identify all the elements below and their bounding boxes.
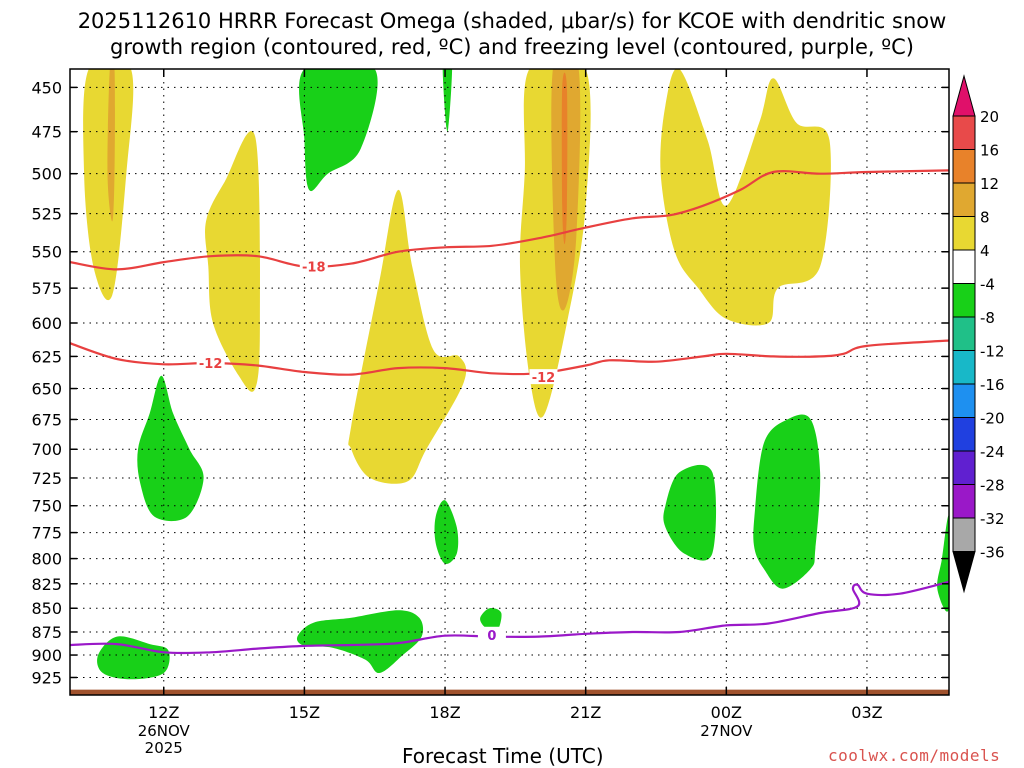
contour-labels: -18 -12 -12 0 [196,258,558,644]
contour-label-bg-dgz-upper-0 [299,258,328,274]
colorbar-label--32: -32 [980,510,1005,528]
omega-region-green-6 [753,414,821,589]
y-tick-label-850: 850 [31,599,62,618]
y-tick-label-725: 725 [31,469,62,488]
colorbar-band-12-to-16 [952,149,976,184]
colorbar-label-16: 16 [980,142,999,160]
omega-shaded-regions [83,69,949,680]
y-tick-label-500: 500 [31,165,62,184]
x-axis-title: Forecast Time (UTC) [402,744,604,768]
omega-region-green-1 [299,69,378,192]
contour-label-dgz-lower-1: -12 [532,371,556,386]
colorbar-label-20: 20 [980,108,999,126]
colorbar-band--20-to--16 [952,383,976,418]
y-tick-label-600: 600 [31,314,62,333]
colorbar-label-8: 8 [980,209,990,227]
y-tick-label-450: 450 [31,78,62,97]
colorbar-label--12: -12 [980,343,1005,361]
omega-region-green-7 [937,515,949,612]
colorbar-band--28-to--24 [952,450,976,485]
colorbar-band--32-to--28 [952,484,976,519]
omega-region-yellow-5 [660,69,831,326]
y-axis: 450 475 500 525 550 575 600 625 650 675 700 725 750 7… [31,78,949,687]
contour-label-bg-dgz-lower-0 [196,354,225,370]
colorbar-label-12: 12 [980,175,999,193]
omega-region-green-8 [97,636,170,680]
omega-region-red-4 [561,72,568,245]
colorbar: 20 16 12 8 4 -4 -8 -12 -16 -20 -24 -28 -32 -36 [952,74,1005,594]
omega-region-green-10 [480,608,502,633]
y-tick-label-525: 525 [31,205,62,224]
y-tick-label-475: 475 [31,123,62,142]
y-tick-label-700: 700 [31,440,62,459]
omega-region-yellow-2 [205,130,260,392]
chart-title-line-2: growth region (contoured, red, ºC) and f… [110,35,914,59]
plot-frame [69,68,950,696]
contour-dgz-upper [70,169,949,271]
colorbar-band--24-to--20 [952,417,976,452]
omega-region-green-3 [137,375,204,522]
x-tick-label-00Z: 00Z [711,703,742,722]
omega-region-green-2 [442,69,453,132]
ground-bar [70,689,949,695]
y-tick-label-925: 925 [31,668,62,687]
contour-label-bg-dgz-lower-1 [529,369,558,385]
contour-label-dgz-upper-0: -18 [302,260,326,275]
colorbar-label--20: -20 [980,410,1005,428]
y-tick-label-650: 650 [31,380,62,399]
y-tick-label-550: 550 [31,243,62,262]
colorbar-band-8-to-12 [952,182,976,217]
chart-title-line-1: 2025112610 HRRR Forecast Omega (shaded, … [77,9,947,33]
x-tick-label-18Z: 18Z [429,703,460,722]
y-tick-label-625: 625 [31,347,62,366]
contour-label-bg-freezing-level-0 [477,626,506,642]
y-tick-label-875: 875 [31,623,62,642]
colorbar-label-4: 4 [980,242,990,260]
colorbar-under-triangle [952,551,976,594]
colorbar-band--36-to--32 [952,517,976,552]
colorbar-band--16-to--12 [952,350,976,385]
contour-label-dgz-lower-0: -12 [199,357,223,372]
y-tick-label-750: 750 [31,497,62,516]
colorbar-label--4: -4 [980,276,995,294]
y-tick-label-575: 575 [31,279,62,298]
colorbar-label--36: -36 [980,544,1005,562]
colorbar-band--4-to-4 [952,249,976,284]
colorbar-band-16-to-20 [952,115,976,150]
contour-freezing-level [70,580,949,655]
colorbar-band--8-to--4 [952,283,976,318]
y-tick-label-675: 675 [31,410,62,429]
omega-region-green-5 [663,464,717,561]
omega-region-green-4 [434,500,459,564]
y-tick-label-900: 900 [31,646,62,665]
omega-region-green-9 [296,610,424,674]
x-tick-label-12Z: 12Z [148,703,179,722]
grid-lines [70,69,949,695]
credit-link[interactable]: coolwx.com/models [828,746,1001,765]
colorbar-label--28: -28 [980,477,1005,495]
y-tick-label-775: 775 [31,524,62,543]
colorbar-label--24: -24 [980,443,1005,461]
y-tick-label-800: 800 [31,550,62,569]
colorbar-band--12-to--8 [952,316,976,351]
x-date-label-00Z: 27NOV [700,722,753,740]
colorbar-over-triangle [952,74,976,117]
colorbar-label--8: -8 [980,309,995,327]
x-year-label-12Z: 2025 [145,739,183,757]
x-date-label-12Z: 26NOV [138,722,191,740]
x-tick-label-03Z: 03Z [851,703,882,722]
colorbar-band-4-to-8 [952,216,976,251]
x-tick-label-15Z: 15Z [289,703,320,722]
y-tick-label-825: 825 [31,575,62,594]
contour-label-freezing-level-0: 0 [487,629,496,644]
colorbar-label--16: -16 [980,376,1005,394]
omega-region-yellow-3 [348,189,467,484]
omega-region-orange-1 [107,69,115,222]
x-tick-label-21Z: 21Z [570,703,601,722]
